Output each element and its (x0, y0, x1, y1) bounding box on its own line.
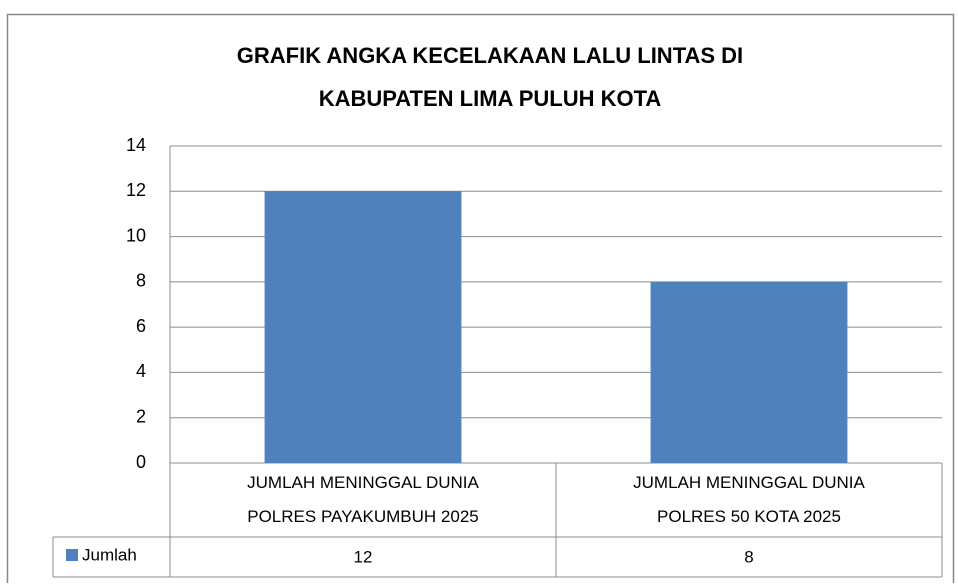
y-tick-label: 0 (136, 452, 146, 472)
y-tick-label: 8 (136, 271, 146, 291)
y-tick-label: 12 (126, 180, 146, 200)
bar (264, 191, 462, 464)
y-tick-label: 10 (126, 225, 146, 245)
x-tick-label: JUMLAH MENINGGAL DUNIA POLRES PAYAKUMBUH … (247, 473, 479, 526)
data-table-value: 8 (744, 547, 753, 566)
y-tick-label: 4 (136, 361, 146, 381)
y-tick-label: 14 (126, 135, 146, 155)
data-table-value: 12 (354, 547, 373, 566)
legend-label: Jumlah (82, 545, 137, 564)
bar (650, 281, 848, 463)
x-tick-label: JUMLAH MENINGGAL DUNIA POLRES 50 KOTA 202… (633, 473, 865, 526)
y-tick-label: 6 (136, 316, 146, 336)
chart-title: GRAFIK ANGKA KECELAKAAN LALU LINTAS DI KA… (237, 43, 743, 111)
y-tick-label: 2 (136, 406, 146, 426)
legend-key (66, 549, 78, 561)
